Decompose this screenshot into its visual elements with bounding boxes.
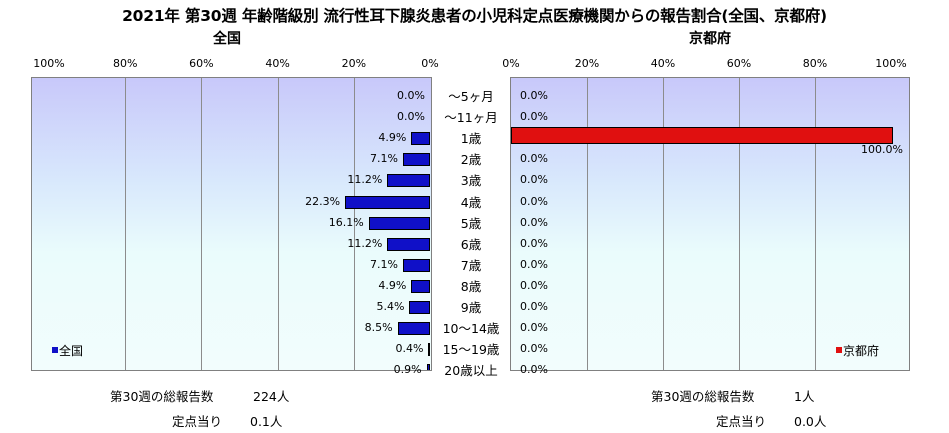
kyoto-value-label: 0.0% — [520, 342, 548, 356]
right-gridline — [663, 78, 664, 370]
national-total-label: 第30週の総報告数 — [110, 389, 214, 404]
kyoto-bar — [511, 127, 893, 145]
right-panel-title: 京都府 — [689, 31, 731, 47]
kyoto-per-site-value: 0.0人 — [794, 414, 827, 429]
kyoto-value-label: 0.0% — [520, 194, 548, 208]
category-label: 20歳以上 — [444, 363, 498, 379]
category-label: 8歳 — [460, 278, 482, 294]
national-value-label: 4.9% — [378, 131, 407, 145]
national-total-value: 224人 — [253, 389, 290, 404]
right-x-tick: 0% — [502, 57, 520, 70]
national-value-label: 4.9% — [378, 278, 407, 292]
national-value-label: 8.5% — [364, 321, 393, 335]
category-label: 3歳 — [460, 173, 482, 189]
national-value-label: 7.1% — [370, 152, 398, 166]
left-gridline — [201, 78, 203, 370]
left-x-tick: 60% — [189, 57, 214, 70]
national-bar — [411, 279, 430, 293]
national-bar — [387, 237, 430, 251]
national-bar — [402, 258, 430, 272]
left-gridline — [125, 78, 127, 370]
kyoto-total-label: 第30週の総報告数 — [651, 389, 755, 404]
category-label: 6歳 — [460, 236, 482, 252]
category-label: ～11ヶ月 — [444, 110, 498, 126]
kyoto-value-label: 0.0% — [520, 363, 548, 377]
left-x-tick: 0% — [421, 57, 439, 70]
national-value-label: 22.3% — [305, 194, 341, 208]
kyoto-total-value: 1人 — [794, 389, 815, 404]
right-gridline — [739, 78, 740, 370]
category-label: 1歳 — [460, 131, 482, 147]
category-label: 7歳 — [460, 257, 482, 273]
national-value-label: 7.1% — [370, 257, 398, 271]
kyoto-value-label: 0.0% — [520, 278, 548, 292]
right-x-tick: 20% — [574, 57, 600, 70]
national-value-label: 0.4% — [395, 342, 424, 356]
right-x-tick: 40% — [650, 57, 676, 70]
national-value-label: 11.2% — [347, 236, 383, 250]
kyoto-value-label: 0.0% — [520, 257, 548, 271]
category-label: 2歳 — [460, 152, 482, 168]
legend-label-kyoto: 京都府 — [843, 344, 880, 358]
national-value-label: 0.0% — [397, 110, 425, 124]
kyoto-value-label: 0.0% — [520, 89, 548, 102]
national-bar — [345, 195, 430, 209]
kyoto-value-label: 100.0% — [861, 143, 903, 157]
left-plot-area: 全国 — [31, 77, 432, 371]
national-bar — [387, 174, 430, 188]
right-plot-area: 京都府 — [510, 77, 910, 371]
national-value-label: 16.1% — [328, 215, 364, 229]
right-x-tick: 60% — [726, 57, 752, 70]
national-bar — [428, 343, 431, 357]
right-x-tick: 100% — [875, 57, 907, 70]
category-label: 4歳 — [460, 194, 482, 210]
category-label: ～5ヶ月 — [448, 89, 494, 104]
kyoto-value-label: 0.0% — [520, 300, 548, 313]
kyoto-per-site-label: 定点当り — [716, 414, 767, 429]
kyoto-value-label: 0.0% — [520, 173, 548, 187]
kyoto-value-label: 0.0% — [520, 236, 548, 250]
chart-title: 2021年 第30週 年齢階級別 流行性耳下腺炎患者の小児科定点医療機関からの報… — [122, 7, 827, 25]
national-bar — [411, 132, 430, 146]
national-value-label: 0.0% — [397, 89, 425, 102]
left-panel-title: 全国 — [213, 31, 241, 47]
legend-label-national: 全国 — [59, 344, 84, 358]
national-per-site-label: 定点当り — [172, 414, 223, 429]
kyoto-value-label: 0.0% — [520, 321, 548, 335]
legend-swatch-national — [52, 347, 58, 353]
kyoto-value-label: 0.0% — [520, 152, 548, 166]
national-per-site-value: 0.1人 — [250, 414, 283, 429]
left-gridline — [277, 78, 279, 370]
left-x-tick: 40% — [265, 57, 290, 70]
left-gridline — [353, 78, 355, 370]
kyoto-value-label: 0.0% — [520, 110, 548, 124]
category-label: 9歳 — [460, 300, 482, 315]
national-bar — [368, 216, 430, 230]
category-label: 15～19歳 — [442, 342, 500, 358]
right-gridline — [815, 78, 816, 370]
left-legend: 全国 — [52, 342, 83, 359]
left-x-tick: 100% — [33, 57, 65, 70]
national-value-label: 5.4% — [376, 300, 405, 313]
right-gridline — [587, 78, 588, 370]
national-value-label: 11.2% — [347, 173, 383, 187]
left-x-tick: 80% — [112, 57, 138, 70]
national-value-label: 0.9% — [393, 363, 422, 377]
kyoto-value-label: 0.0% — [520, 215, 548, 229]
national-bar — [409, 301, 430, 314]
national-bar — [426, 364, 430, 370]
category-label: 5歳 — [460, 215, 482, 231]
right-x-tick: 80% — [802, 57, 828, 70]
national-bar — [402, 153, 430, 167]
left-x-tick: 20% — [341, 57, 367, 70]
legend-swatch-kyoto — [836, 347, 842, 353]
national-bar — [397, 322, 430, 336]
category-label: 10～14歳 — [442, 321, 500, 337]
right-legend: 京都府 — [836, 342, 879, 359]
